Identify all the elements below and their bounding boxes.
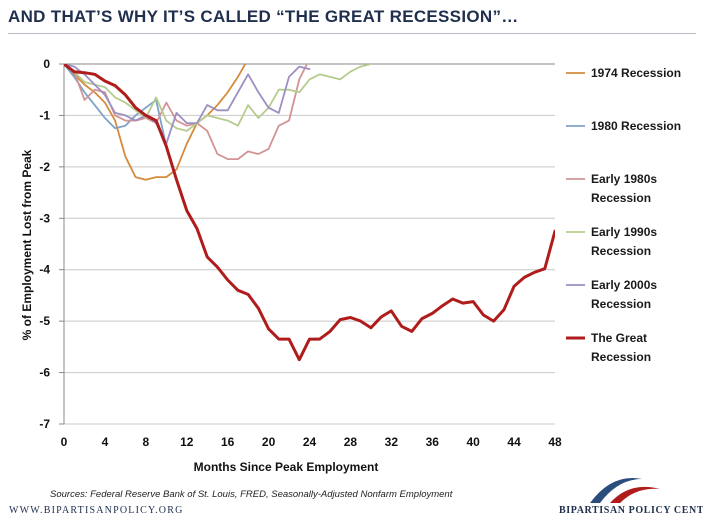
axes	[59, 63, 555, 425]
legend-entry: Early 2000s	[591, 278, 657, 292]
y-axis-title: % of Employment Lost from Peak	[20, 149, 34, 340]
x-tick-label: 28	[344, 435, 358, 449]
series-line-4	[64, 64, 311, 145]
grid-lines	[64, 114, 555, 425]
x-axis-title: Months Since Peak Employment	[194, 460, 379, 474]
legend-entry: Early 1980s	[591, 172, 657, 186]
legend-entry: Recession	[591, 244, 651, 258]
website-link[interactable]: WWW.BIPARTISANPOLICY.ORG	[9, 505, 184, 516]
legend-entry: Recession	[591, 297, 651, 311]
x-tick-label: 0	[61, 435, 68, 449]
y-tick-label: 0	[43, 57, 50, 71]
tick-labels: 0-1-2-3-4-5-6-70 4 8 12 16 20 24 28 32 36 40 44 48	[39, 57, 562, 449]
x-tick-label: 32	[385, 435, 399, 449]
source-note: Sources: Federal Reserve Bank of St. Lou…	[50, 489, 453, 500]
org-name: BIPARTISAN POLICY CENTER	[559, 505, 703, 516]
series-line-2	[64, 64, 308, 161]
x-tick-label: 20	[262, 435, 276, 449]
y-tick-label: -2	[39, 160, 50, 174]
x-tick-label: 16	[221, 435, 235, 449]
x-tick-label: 48	[548, 435, 562, 449]
series-line-0	[64, 64, 247, 181]
y-tick-label: -6	[39, 366, 50, 380]
x-tick-label: 12	[180, 435, 194, 449]
x-tick-label: 4	[102, 435, 109, 449]
x-tick-label: 24	[303, 435, 317, 449]
series-line-1	[64, 64, 168, 148]
y-tick-label: -7	[39, 417, 50, 431]
legend-entry: Recession	[591, 350, 651, 364]
x-tick-label: 8	[142, 435, 149, 449]
legend-entry: Early 1990s	[591, 225, 657, 239]
y-tick-label: -1	[39, 108, 50, 122]
legend: 1974 Recession 1980 Recession Early 1980s R…	[566, 66, 681, 364]
legend-entry: 1974 Recession	[591, 66, 681, 80]
title-divider	[8, 33, 696, 34]
legend-entry: 1980 Recession	[591, 119, 681, 133]
x-tick-label: 40	[466, 435, 480, 449]
y-tick-label: -3	[39, 211, 50, 225]
x-tick-label: 36	[426, 435, 440, 449]
x-tick-label: 44	[507, 435, 521, 449]
legend-entry: The Great	[591, 331, 647, 345]
series-line-5	[64, 64, 555, 362]
series-lines	[64, 64, 555, 362]
y-tick-label: -4	[39, 263, 50, 277]
bipartisan-arc-logo-icon	[590, 478, 660, 503]
legend-entry: Recession	[591, 191, 651, 205]
y-tick-label: -5	[39, 314, 50, 328]
page-title: AND THAT’S WHY IT’S CALLED “THE GREAT RE…	[8, 7, 519, 26]
series-line-3	[64, 64, 372, 132]
